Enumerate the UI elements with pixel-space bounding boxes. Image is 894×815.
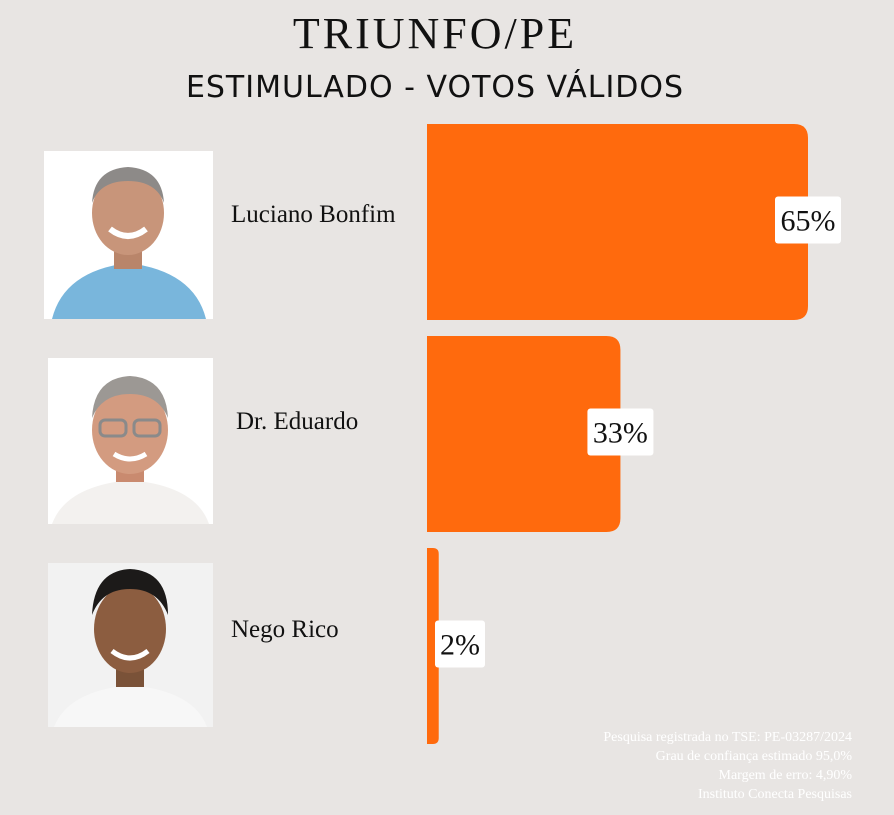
chart-title: TRIUNFO/PE [292,9,578,58]
candidate-name-luciano-bonfim: Luciano Bonfim [231,201,396,228]
value-label-nego-rico: 2% [440,629,480,662]
value-label-box-nego-rico [435,620,485,668]
bar-nego-rico [427,548,439,744]
candidate-name-nego-rico: Nego Rico [231,616,339,643]
value-label-box-luciano-bonfim [775,196,841,244]
footnote-confidence: Grau de confiança estimado 95,0% [655,749,852,764]
bar-dr-eduardo [427,336,621,532]
footnote-margin: Margem de erro: 4,90% [718,768,852,783]
portrait-icon [44,151,213,319]
nego-rico-photo [48,563,213,727]
candidate-name-dr-eduardo: Dr. Eduardo [236,408,359,435]
value-label-luciano-bonfim: 65% [781,205,836,238]
footnote-institute: Instituto Conecta Pesquisas [698,787,852,802]
dr-eduardo-photo [48,358,213,524]
footnote-registration: Pesquisa registrada no TSE: PE-03287/202… [603,730,852,745]
luciano-bonfim-photo [44,151,213,319]
value-label-dr-eduardo: 33% [593,417,648,450]
value-label-box-dr-eduardo [587,408,654,456]
bar-luciano-bonfim [427,124,808,320]
chart-subtitle: ESTIMULADO - VOTOS VÁLIDOS [185,70,685,105]
portrait-icon [48,358,213,524]
portrait-icon [48,563,213,727]
survey-footnotes: Pesquisa registrada no TSE: PE-03287/202… [603,728,852,804]
